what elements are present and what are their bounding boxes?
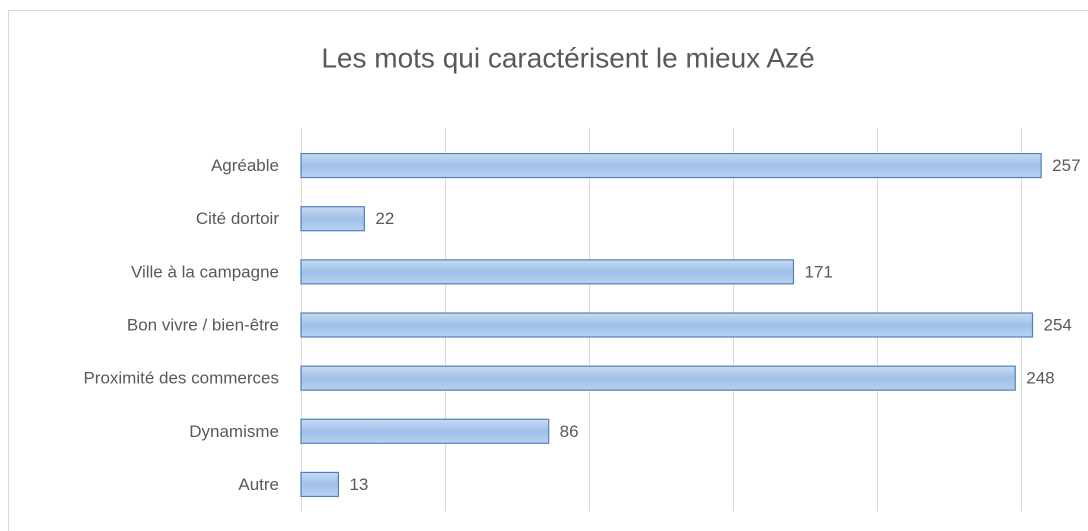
bar — [300, 206, 365, 232]
data-label: 257 — [1052, 156, 1080, 175]
data-label: 171 — [804, 262, 832, 281]
bar — [300, 259, 795, 285]
data-label: 86 — [560, 422, 579, 441]
bar — [300, 152, 1042, 179]
y-tick-label: Dynamisme — [189, 422, 279, 441]
y-tick-label: Proximité des commerces — [83, 369, 279, 388]
bar — [300, 312, 1034, 338]
y-tick-label: Cité dortoir — [196, 209, 279, 228]
y-tick-label: Ville à la campagne — [131, 262, 279, 281]
data-label: 248 — [1026, 369, 1054, 388]
data-label: 22 — [375, 209, 394, 228]
bar — [300, 365, 1016, 391]
chart-title: Les mots qui caractérisent le mieux Azé — [321, 42, 814, 73]
y-tick-label: Autre — [238, 475, 279, 494]
bar — [300, 471, 340, 498]
y-tick-label: Bon vivre / bien-être — [127, 315, 279, 334]
y-tick-label: Agréable — [211, 156, 279, 175]
bar — [300, 418, 550, 444]
data-label: 254 — [1044, 315, 1072, 334]
data-label: 13 — [349, 475, 368, 494]
bars: Agréable 257 Cité dortoir 22 Ville à la camp… — [83, 152, 1081, 498]
